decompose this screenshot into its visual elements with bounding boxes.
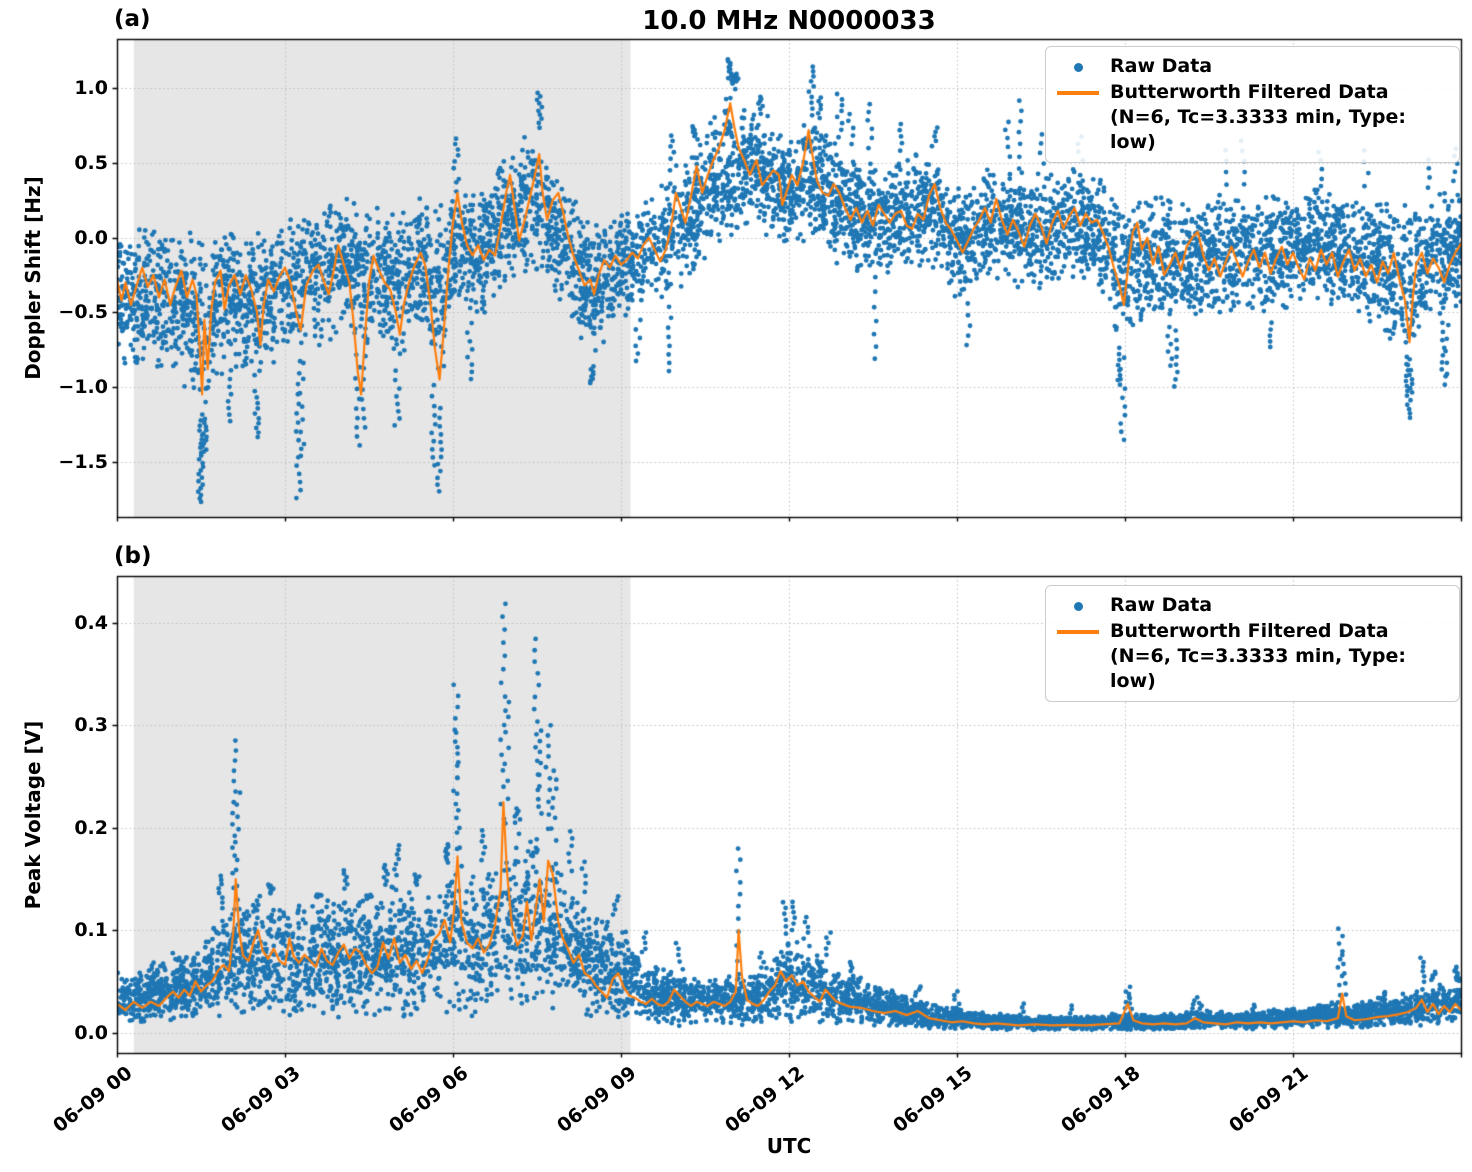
panel-b-tag: (b): [114, 543, 152, 569]
raw-data-marker-icon: [1046, 593, 1110, 619]
y-tick-label: 1.0: [74, 77, 108, 100]
x-axis-label: UTC: [766, 1134, 812, 1158]
filtered-line-marker-icon: [1046, 619, 1110, 645]
y-tick-label: 0.2: [74, 816, 108, 839]
filtered-line-icon: [1057, 91, 1099, 95]
legend-raw-entry: Raw Data: [1046, 593, 1449, 619]
legend-filtered-label-line1: Butterworth Filtered Data: [1110, 81, 1389, 103]
legend-panel-b: Raw Data Butterworth Filtered Data (N=6,…: [1045, 585, 1460, 702]
y-tick-label: 0.0: [74, 1021, 108, 1044]
legend-filtered-label-line1: Butterworth Filtered Data: [1110, 620, 1389, 642]
y-tick-label: 0.5: [74, 151, 108, 174]
legend-filtered-entry: Butterworth Filtered Data (N=6, Tc=3.333…: [1046, 619, 1449, 694]
y-tick-label: 0.3: [74, 714, 108, 737]
raw-dot-icon: [1073, 62, 1083, 72]
filtered-line-marker-icon: [1046, 80, 1110, 106]
legend-filtered-label-line2: (N=6, Tc=3.3333 min, Type: low): [1110, 645, 1406, 692]
y-tick-label: −0.5: [58, 301, 108, 324]
figure-title: 10.0 MHz N0000033: [642, 6, 936, 36]
legend-raw-entry: Raw Data: [1046, 54, 1449, 80]
legend-panel-a: Raw Data Butterworth Filtered Data (N=6,…: [1045, 46, 1460, 163]
legend-raw-label: Raw Data: [1110, 55, 1213, 77]
legend-filtered-label: Butterworth Filtered Data (N=6, Tc=3.333…: [1110, 619, 1449, 694]
y-tick-label: 0.0: [74, 226, 108, 249]
y-axis-label-doppler: Doppler Shift [Hz]: [21, 176, 45, 380]
raw-dot-icon: [1073, 601, 1083, 611]
legend-filtered-label-line2: (N=6, Tc=3.3333 min, Type: low): [1110, 106, 1406, 153]
filtered-line-icon: [1057, 630, 1099, 634]
legend-raw-label: Raw Data: [1110, 594, 1213, 616]
y-tick-label: 0.4: [74, 612, 108, 635]
panel-a-tag: (a): [114, 6, 151, 32]
y-axis-label-voltage: Peak Voltage [V]: [21, 720, 45, 910]
y-tick-label: −1.0: [58, 376, 108, 399]
y-tick-label: −1.5: [58, 450, 108, 473]
legend-filtered-label: Butterworth Filtered Data (N=6, Tc=3.333…: [1110, 80, 1449, 155]
raw-data-marker-icon: [1046, 54, 1110, 80]
legend-filtered-entry: Butterworth Filtered Data (N=6, Tc=3.333…: [1046, 80, 1449, 155]
y-tick-label: 0.1: [74, 919, 108, 942]
